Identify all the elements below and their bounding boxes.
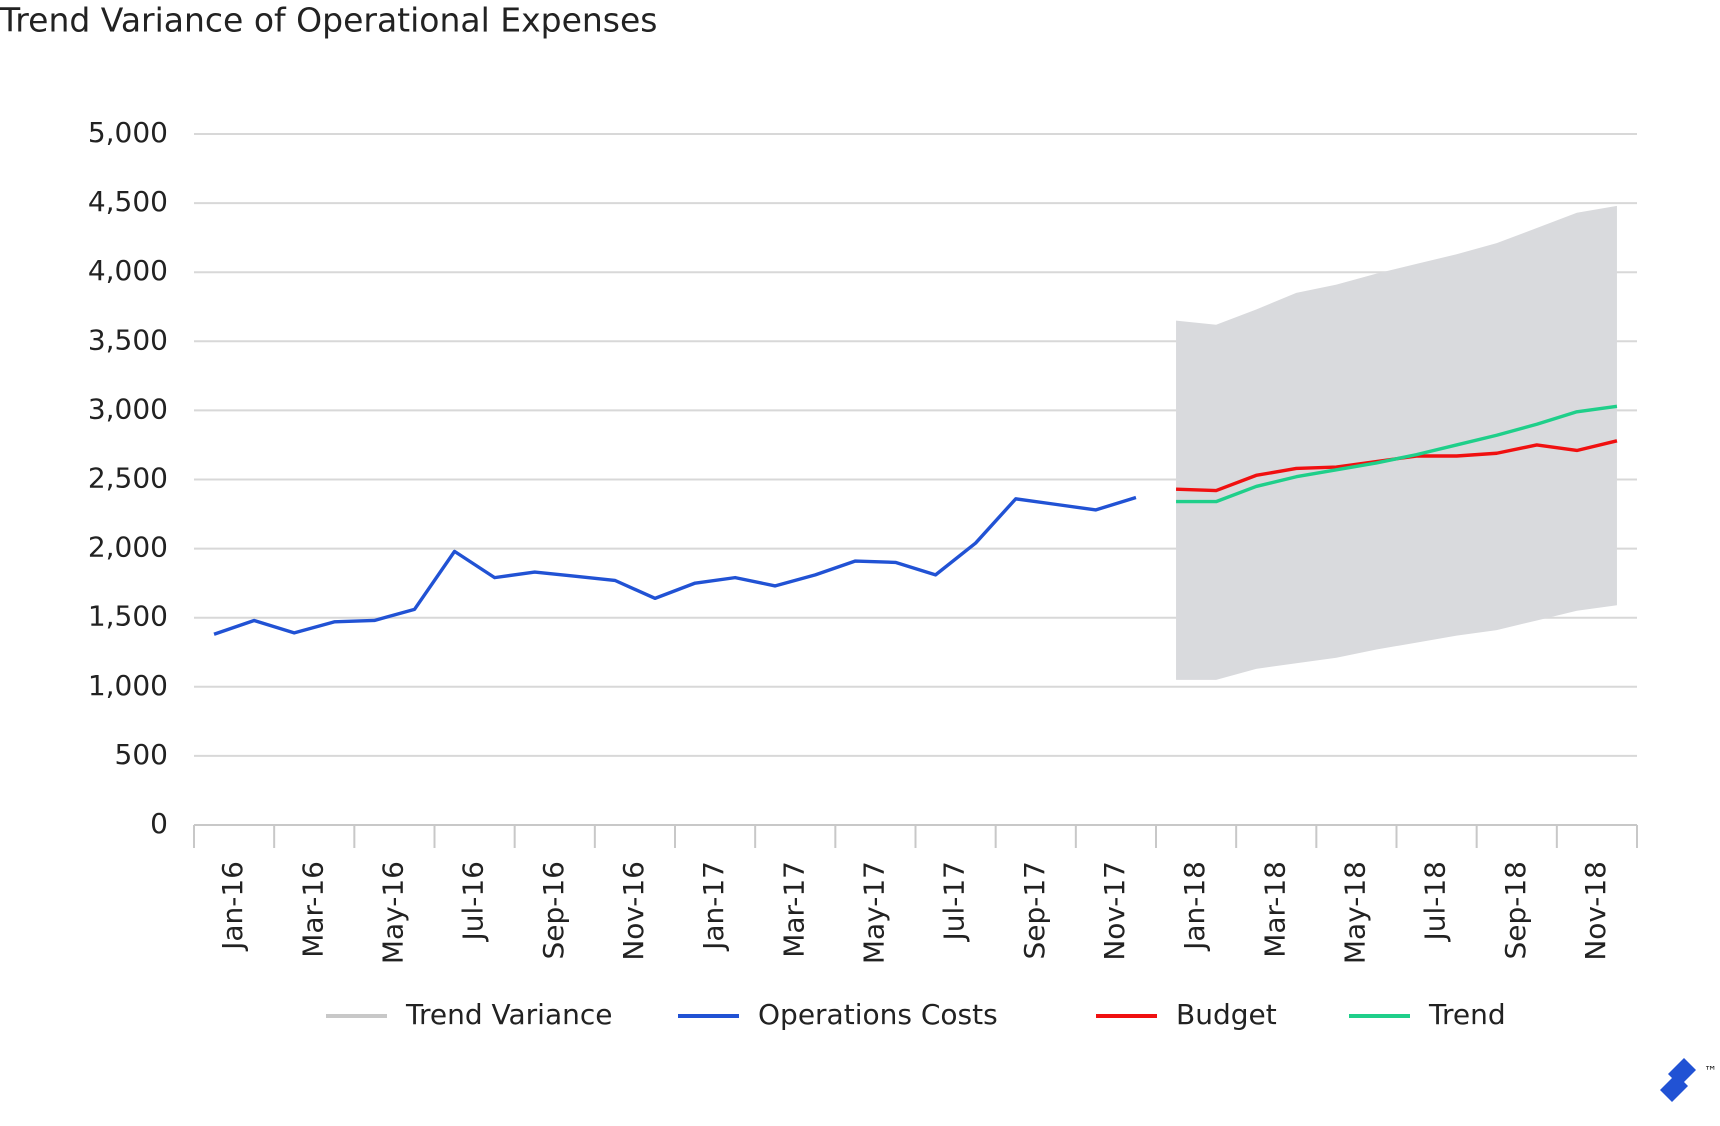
y-tick-label: 4,000 (88, 254, 168, 287)
x-tick-label: May-16 (376, 861, 409, 964)
x-tick-label: May-18 (1338, 861, 1371, 964)
logo (1660, 1058, 1696, 1102)
y-tick-label: 4,500 (88, 185, 168, 218)
x-tick-label: Mar-17 (777, 861, 810, 958)
series-line (213, 495, 1137, 636)
x-tick-label: May-17 (857, 861, 890, 964)
x-tick-label: Sep-16 (537, 861, 570, 960)
legend-label: Budget (1176, 998, 1277, 1031)
trademark: ™ (1704, 1065, 1717, 1080)
x-tick-label: Nov-17 (1098, 861, 1131, 961)
y-tick-label: 3,500 (88, 323, 168, 356)
legend-label: Trend (1428, 998, 1506, 1031)
y-tick-label: 2,000 (88, 531, 168, 564)
x-tick-label: Sep-18 (1499, 861, 1532, 960)
x-tick-label: Nov-16 (617, 861, 650, 961)
x-tick-label: Jan-18 (1178, 861, 1211, 952)
y-tick-label: 2,500 (88, 462, 168, 495)
y-tick-label: 1,500 (88, 600, 168, 633)
x-tick-label: Mar-18 (1258, 861, 1291, 958)
y-tick-label: 5,000 (88, 116, 168, 149)
variance-band (1176, 205, 1617, 680)
series-line (1176, 404, 1618, 504)
y-tick-label: 1,000 (88, 669, 168, 702)
y-tick-label: 0 (150, 807, 168, 840)
x-tick-label: Nov-18 (1579, 861, 1612, 961)
x-tick-label: Jul-16 (457, 861, 490, 943)
x-tick-label: Sep-17 (1018, 861, 1051, 960)
x-tick-label: Mar-16 (296, 861, 329, 958)
legend-label: Trend Variance (405, 998, 613, 1031)
legend-label: Operations Costs (758, 998, 998, 1031)
x-tick-label: Jan-17 (697, 861, 730, 952)
y-tick-label: 3,000 (88, 392, 168, 425)
y-tick-label: 500 (115, 738, 168, 771)
x-tick-label: Jul-18 (1419, 861, 1452, 943)
x-tick-label: Jan-16 (216, 861, 249, 952)
chart-title: Trend Variance of Operational Expenses (0, 1, 658, 40)
x-tick-label: Jul-17 (938, 861, 971, 943)
logo-shape (1660, 1058, 1696, 1102)
